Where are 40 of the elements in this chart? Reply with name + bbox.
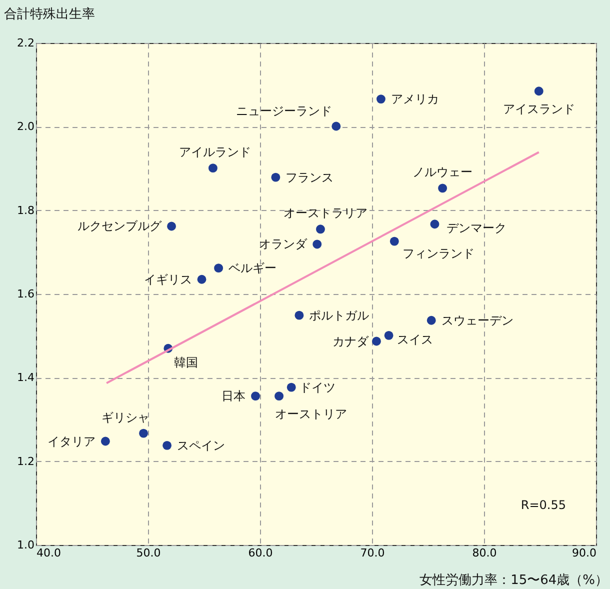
y-tick-label: 2.0 — [17, 120, 34, 134]
annotation: 日本 — [222, 389, 246, 404]
annotation: オランダ — [259, 237, 308, 252]
annotation: アイルランド — [178, 145, 251, 160]
annotation: ノルウェー — [412, 165, 473, 180]
x-tick-label: 80.0 — [472, 546, 497, 560]
annotation: カナダ — [332, 334, 370, 348]
y-tick-label: 1.8 — [17, 204, 34, 217]
annotation: イギリス — [144, 272, 192, 286]
x-tick-label: 90.0 — [572, 546, 596, 560]
annotation: ドイツ — [299, 380, 336, 394]
annotation: イタリア — [47, 434, 96, 448]
x-tick-label: 50.0 — [136, 546, 161, 560]
annotation: ギリシャ — [102, 410, 150, 424]
y-tick-label: 1.0 — [17, 538, 34, 552]
annotation: オーストラリア — [283, 206, 368, 220]
annotation: アイスランド — [502, 102, 575, 116]
annotation: スウェーデン — [441, 313, 514, 328]
y-tick-label: 1.4 — [17, 371, 34, 384]
annotation: ベルギー — [228, 261, 277, 276]
x-tick-label: 40.0 — [36, 546, 61, 560]
x-tick-label: 70.0 — [360, 546, 385, 560]
annotation: デンマーク — [446, 221, 507, 236]
annotation: R=0.55 — [520, 498, 566, 512]
annotation: 韓国 — [174, 355, 198, 370]
annotation: アメリカ — [390, 92, 439, 106]
annotation: スペイン — [177, 438, 226, 452]
annotation: ルクセンブルグ — [78, 219, 163, 234]
x-tick-label: 60.0 — [248, 546, 273, 560]
annotation: オーストリア — [275, 407, 348, 422]
annotation: ニュージーランド — [236, 104, 332, 118]
y-tick-label: 2.2 — [17, 36, 34, 50]
y-axis-title: 合計特殊出生率 — [4, 6, 95, 22]
y-tick-label: 1.6 — [17, 288, 34, 300]
annotation: ポルトガル — [309, 308, 370, 322]
x-axis-title: 女性労働力率：15〜64歳（%） — [420, 572, 608, 588]
annotation: フィンランド — [402, 246, 474, 260]
y-tick-label: 1.2 — [17, 454, 34, 468]
annotation: フランス — [286, 170, 334, 184]
annotation: スイス — [396, 332, 433, 346]
